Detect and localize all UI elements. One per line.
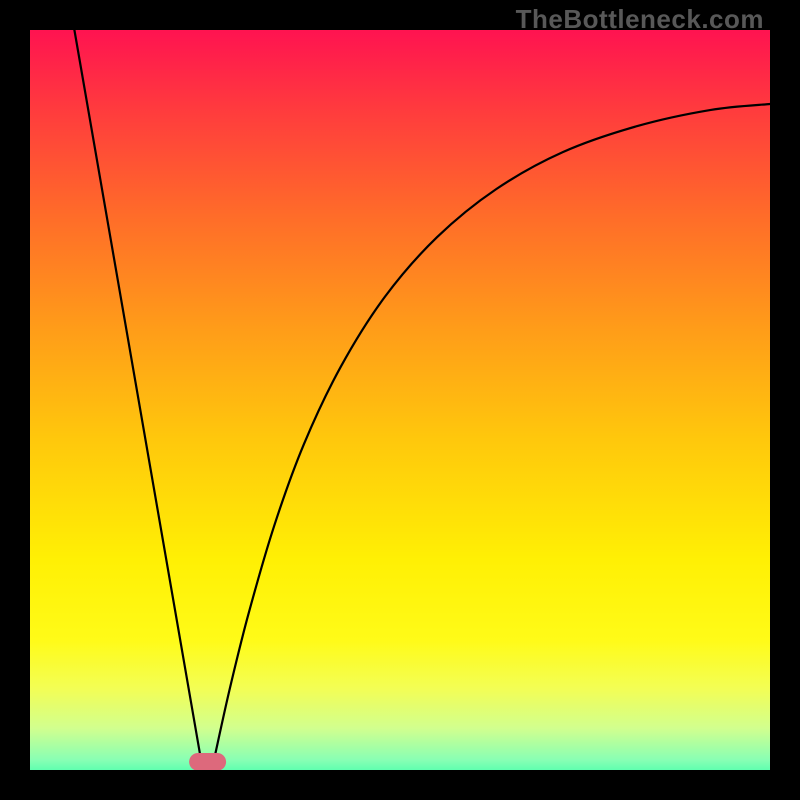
watermark-text: TheBottleneck.com bbox=[516, 4, 764, 35]
chart-frame-border bbox=[0, 0, 800, 800]
chart-root: TheBottleneck.com bbox=[0, 0, 800, 800]
